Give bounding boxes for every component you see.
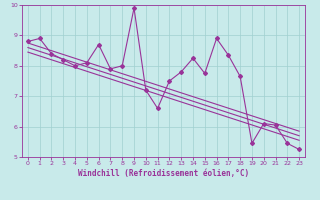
X-axis label: Windchill (Refroidissement éolien,°C): Windchill (Refroidissement éolien,°C) (78, 169, 249, 178)
